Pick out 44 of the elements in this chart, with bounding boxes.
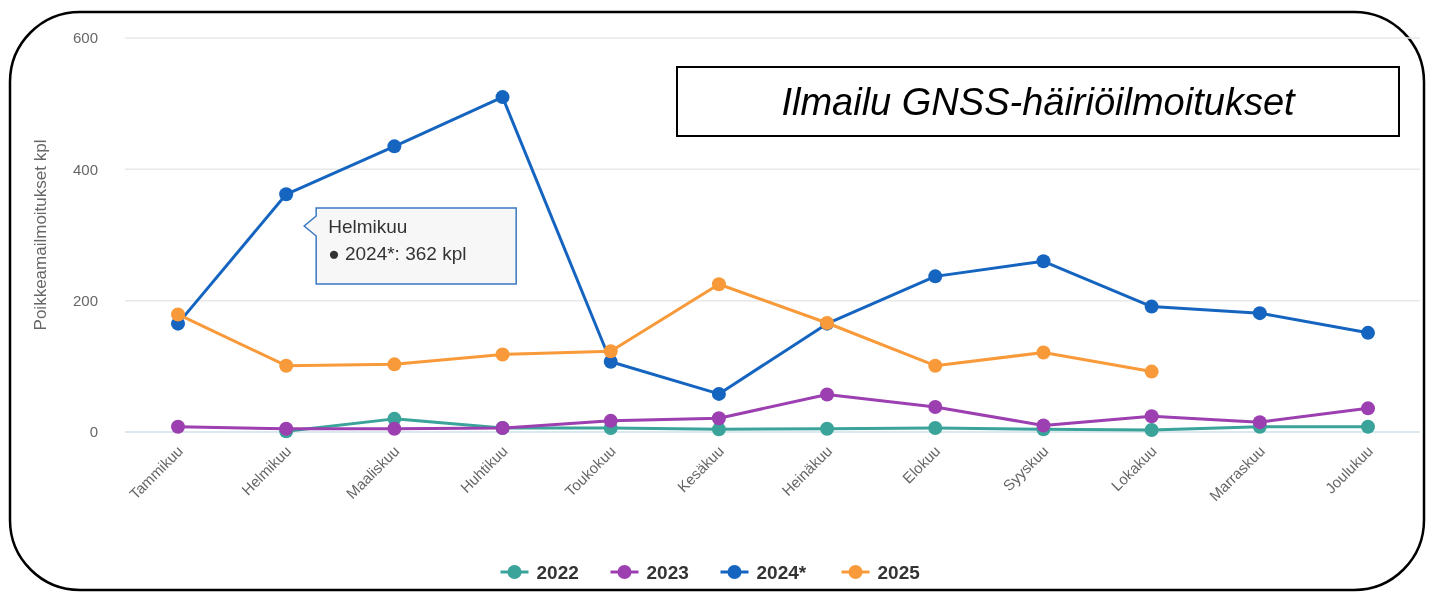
y-tick-label: 600 xyxy=(72,29,98,47)
point xyxy=(1144,364,1159,379)
point xyxy=(279,187,294,202)
point xyxy=(820,421,835,436)
point xyxy=(1144,299,1159,314)
point xyxy=(495,90,510,105)
annotation: Helmikuu xyxy=(328,216,408,238)
point xyxy=(1361,325,1375,340)
point xyxy=(1252,306,1267,321)
point xyxy=(1361,419,1375,434)
point xyxy=(928,269,943,284)
legend-label: 2024* xyxy=(756,561,807,583)
point xyxy=(603,413,618,428)
point xyxy=(1144,423,1159,438)
point xyxy=(603,344,618,359)
text: Ilmailu GNSS-häiriöilmoitukset xyxy=(781,81,1297,124)
point xyxy=(387,421,402,436)
annotation: ● 2024*: 362 kpl xyxy=(328,243,467,265)
y-tick-label: 200 xyxy=(72,291,98,309)
point xyxy=(387,357,402,372)
point xyxy=(1036,418,1051,433)
point xyxy=(711,386,726,401)
point xyxy=(928,358,943,373)
legend-label: 2022 xyxy=(536,561,579,583)
legend-label: 2025 xyxy=(877,561,921,583)
legend-label: 2023 xyxy=(646,561,689,583)
point xyxy=(711,411,726,426)
point xyxy=(1036,345,1051,360)
point xyxy=(171,419,185,434)
point xyxy=(711,277,726,292)
point xyxy=(1144,409,1159,424)
point xyxy=(1361,401,1375,416)
point xyxy=(495,347,510,362)
point xyxy=(1036,254,1051,269)
point xyxy=(1252,415,1267,430)
point xyxy=(928,421,943,436)
point xyxy=(928,400,943,415)
point xyxy=(279,358,294,373)
y-tick-label: 0 xyxy=(89,423,98,441)
point xyxy=(387,139,402,154)
y-axis-title: Poikkeamailmoitukset kpl xyxy=(30,139,50,331)
point xyxy=(820,387,835,402)
point xyxy=(171,307,185,322)
y-tick-label: 400 xyxy=(72,160,98,178)
